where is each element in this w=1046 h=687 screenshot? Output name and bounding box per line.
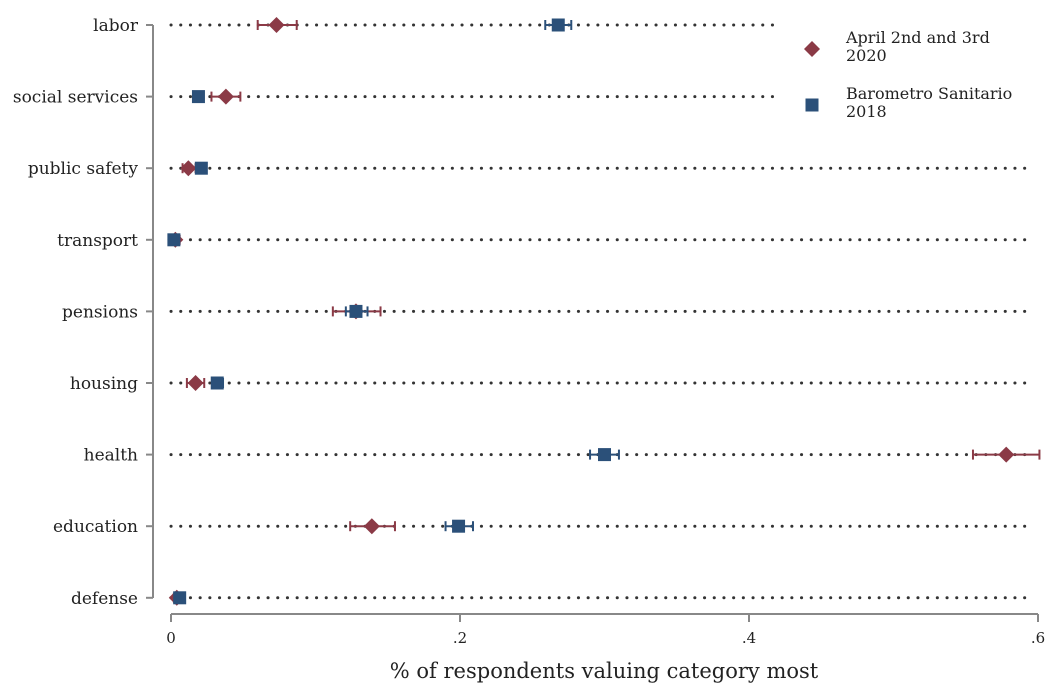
data-point-pensions — [349, 304, 363, 318]
x-tick-label: .6 — [1031, 629, 1045, 647]
x-tick-label: 0 — [166, 629, 176, 647]
category-label: health — [84, 446, 138, 466]
grid-lines — [169, 23, 1032, 600]
category-label: transport — [57, 231, 138, 251]
data-point-health — [598, 448, 611, 462]
legend-label: Barometro Sanitario — [846, 84, 1012, 103]
category-label: housing — [70, 374, 138, 394]
data-series — [167, 17, 1041, 606]
data-point-public-safety — [194, 161, 208, 175]
category-labels: labor social services public safety transpo… — [13, 16, 153, 609]
legend-marker — [804, 41, 820, 57]
category-label: pensions — [62, 302, 138, 322]
legend-label: 2020 — [846, 46, 887, 65]
data-point-housing — [187, 375, 204, 391]
legend-marker — [805, 98, 819, 112]
category-label: social services — [13, 88, 138, 108]
x-tick-label: .4 — [742, 629, 756, 647]
x-axis-title: % of respondents valuing category most — [390, 659, 819, 683]
data-point-social-services — [217, 88, 234, 105]
category-label: defense — [71, 589, 138, 609]
legend-label: 2018 — [846, 102, 887, 121]
series-2018 — [167, 18, 620, 605]
category-label: labor — [93, 16, 139, 36]
data-point-housing — [210, 376, 224, 390]
data-point-labor — [551, 18, 565, 32]
category-label: public safety — [28, 159, 139, 179]
legend-label: April 2nd and 3rd — [845, 28, 990, 47]
x-ticks: 0 .2 .4 .6 — [166, 614, 1045, 647]
data-point-health — [998, 446, 1015, 463]
data-point-social-services — [191, 90, 205, 104]
data-point-public-safety — [180, 160, 197, 177]
data-point-education — [363, 518, 380, 535]
x-tick-label: .2 — [453, 629, 467, 647]
data-point-labor — [268, 17, 285, 33]
data-point-transport — [167, 233, 181, 247]
data-point-defense — [173, 591, 187, 605]
category-label: education — [53, 517, 138, 537]
data-point-education — [452, 519, 466, 533]
